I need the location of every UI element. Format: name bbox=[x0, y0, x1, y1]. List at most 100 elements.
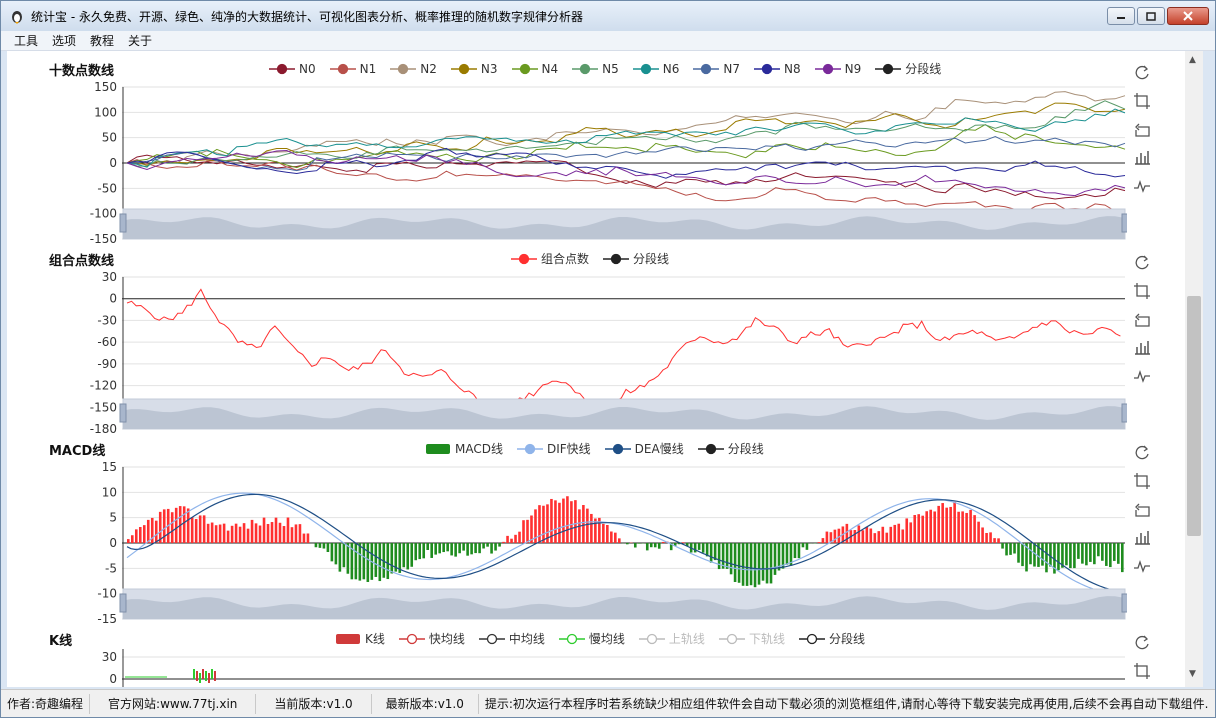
legend-item[interactable]: N2 bbox=[390, 62, 437, 76]
legend-item[interactable]: N1 bbox=[329, 62, 376, 76]
legend-item[interactable]: 分段线 bbox=[875, 60, 941, 77]
legend-item[interactable]: DIF快线 bbox=[516, 440, 591, 457]
macd-bar bbox=[186, 508, 190, 543]
legend-item[interactable]: N0 bbox=[269, 62, 316, 76]
menu-options[interactable]: 选项 bbox=[52, 34, 77, 48]
macd-bar bbox=[214, 525, 218, 543]
restore-icon[interactable] bbox=[1133, 119, 1151, 138]
legend-item[interactable]: MACD线 bbox=[425, 440, 503, 457]
title-bar: 统计宝 - 永久免费、开源、绿色、纯净的大数据统计、可视化图表分析、概率推理的随… bbox=[1, 1, 1215, 31]
legend-item[interactable]: DEA慢线 bbox=[604, 440, 684, 457]
line-chart-icon[interactable] bbox=[1133, 175, 1151, 194]
y-tick-label: -5 bbox=[105, 561, 117, 575]
macd-bar bbox=[174, 507, 178, 543]
macd-bar bbox=[661, 541, 665, 543]
scroll-down-icon[interactable]: ▼ bbox=[1189, 669, 1196, 679]
menu-about[interactable]: 关于 bbox=[128, 34, 153, 48]
crop-icon[interactable] bbox=[1133, 661, 1151, 680]
macd-bar bbox=[194, 519, 198, 543]
macd-bar bbox=[406, 543, 410, 570]
series-line-N6 bbox=[126, 108, 1126, 168]
macd-bar bbox=[606, 525, 609, 543]
legend-item[interactable]: 分段线 bbox=[798, 630, 865, 647]
crop-icon[interactable] bbox=[1133, 91, 1151, 110]
macd-bar bbox=[973, 515, 976, 543]
crop-icon[interactable] bbox=[1133, 281, 1151, 300]
legend-item[interactable]: 组合点数 bbox=[511, 250, 589, 267]
series-line-N2 bbox=[126, 91, 1126, 165]
panel-title-macd: MACD线 bbox=[49, 444, 106, 459]
slider-handle[interactable] bbox=[1121, 593, 1127, 613]
macd-bar bbox=[254, 523, 258, 543]
legend-item[interactable]: N7 bbox=[693, 62, 740, 76]
legend-label: 组合点数 bbox=[541, 252, 590, 266]
restore-icon[interactable] bbox=[1133, 499, 1151, 518]
bar-chart-icon[interactable] bbox=[1133, 527, 1151, 546]
legend-item[interactable]: 下轨线 bbox=[718, 630, 785, 647]
slider-handle[interactable] bbox=[1121, 403, 1127, 423]
refresh-icon[interactable] bbox=[1133, 443, 1151, 462]
legend-item[interactable]: N9 bbox=[814, 62, 861, 76]
bar-chart-icon[interactable] bbox=[1133, 147, 1151, 166]
macd-bar bbox=[881, 526, 885, 543]
legend-label: 分段线 bbox=[828, 632, 865, 646]
menu-tools[interactable]: 工具 bbox=[14, 34, 39, 48]
macd-bar bbox=[705, 543, 709, 557]
legend-item[interactable]: 上轨线 bbox=[638, 630, 705, 647]
bar-chart-icon[interactable] bbox=[1133, 337, 1151, 356]
y-tick-label: -15 bbox=[97, 612, 117, 623]
legend-item[interactable]: N3 bbox=[450, 62, 498, 76]
macd-bar bbox=[905, 518, 909, 543]
refresh-icon[interactable] bbox=[1133, 253, 1151, 272]
macd-bar bbox=[633, 543, 637, 548]
close-button[interactable] bbox=[1167, 7, 1209, 25]
slider-handle[interactable] bbox=[119, 403, 127, 423]
macd-bar bbox=[550, 498, 553, 543]
macd-bar bbox=[366, 543, 370, 582]
legend-item[interactable]: 分段线 bbox=[697, 440, 764, 457]
y-tick-label: 50 bbox=[102, 131, 117, 145]
maximize-button[interactable] bbox=[1137, 7, 1165, 25]
macd-bar bbox=[921, 515, 925, 543]
series-line-N7 bbox=[126, 135, 1126, 172]
macd-bar bbox=[378, 543, 382, 582]
refresh-icon[interactable] bbox=[1133, 63, 1151, 82]
macd-bar bbox=[925, 511, 928, 543]
y-tick-label: 10 bbox=[102, 485, 117, 499]
y-tick-label: -100 bbox=[90, 207, 117, 221]
scroll-thumb[interactable] bbox=[1187, 296, 1201, 536]
macd-bar bbox=[162, 509, 166, 543]
app-logo-icon bbox=[12, 11, 22, 24]
legend-item[interactable]: 分段线 bbox=[603, 250, 669, 267]
restore-icon[interactable] bbox=[1133, 309, 1151, 328]
legend-item[interactable]: 中均线 bbox=[478, 630, 545, 647]
slider-handle[interactable] bbox=[119, 593, 127, 613]
macd-bar bbox=[877, 531, 881, 543]
macd-bar bbox=[829, 532, 833, 543]
line-chart-icon[interactable] bbox=[1133, 365, 1151, 384]
macd-bar bbox=[1081, 543, 1084, 564]
macd-bar bbox=[953, 501, 956, 543]
legend-item[interactable]: N5 bbox=[572, 62, 619, 76]
slider-handle[interactable] bbox=[1121, 213, 1127, 233]
slider-handle[interactable] bbox=[119, 213, 127, 233]
macd-bar bbox=[450, 543, 453, 556]
crop-icon[interactable] bbox=[1133, 471, 1151, 490]
refresh-icon[interactable] bbox=[1133, 633, 1151, 652]
macd-bar bbox=[422, 543, 426, 559]
legend-item[interactable]: K线 bbox=[335, 630, 385, 647]
legend-label: MACD线 bbox=[455, 442, 503, 456]
legend-marker-icon bbox=[693, 63, 720, 74]
legend-item[interactable]: N8 bbox=[754, 62, 801, 76]
legend-item[interactable]: 慢均线 bbox=[558, 630, 625, 647]
macd-bar bbox=[190, 517, 194, 543]
legend-item[interactable]: 快均线 bbox=[398, 630, 465, 647]
legend-item[interactable]: N4 bbox=[511, 62, 558, 76]
menu-tutorial[interactable]: 教程 bbox=[90, 34, 115, 48]
vertical-scrollbar[interactable]: ▲ ▼ bbox=[1185, 51, 1203, 687]
legend-item[interactable]: N6 bbox=[632, 62, 679, 76]
minimize-button[interactable] bbox=[1107, 7, 1135, 25]
scroll-up-icon[interactable]: ▲ bbox=[1189, 55, 1196, 65]
line-chart-icon[interactable] bbox=[1133, 555, 1151, 574]
macd-bar bbox=[797, 543, 801, 559]
